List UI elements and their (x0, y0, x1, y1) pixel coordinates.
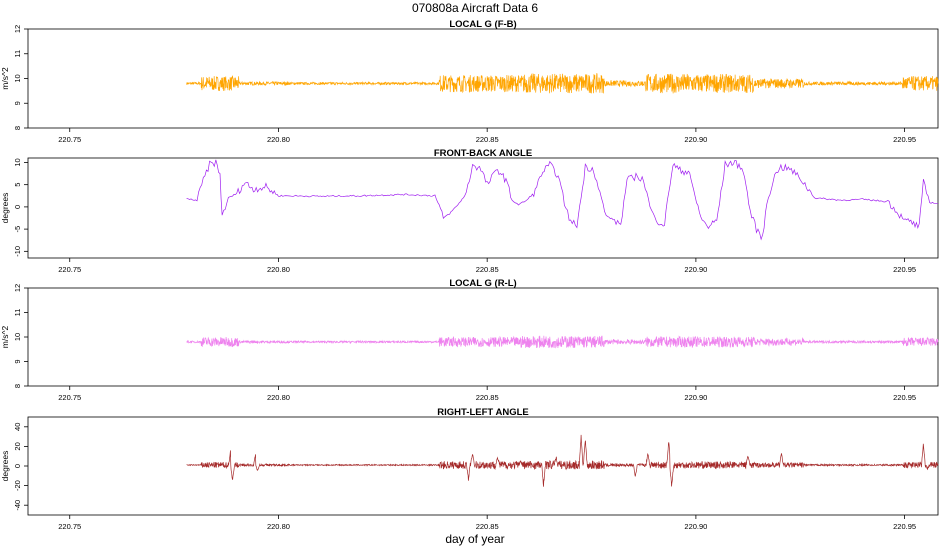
y-tick-label: -5 (13, 226, 22, 233)
y-tick-label: 0 (13, 464, 22, 468)
panel-title: RIGHT-LEFT ANGLE (437, 407, 528, 418)
x-tick-label: 220.95 (893, 393, 916, 402)
x-tick-label: 220.80 (267, 135, 290, 144)
y-tick-label: 12 (13, 25, 22, 33)
y-tick-label: 11 (13, 50, 22, 58)
y-tick-label: 9 (13, 101, 22, 105)
y-tick-label: 10 (13, 158, 22, 166)
x-tick-label: 220.75 (58, 135, 81, 144)
y-tick-label: -10 (13, 246, 22, 257)
y-axis-label: degrees (0, 451, 10, 482)
panel-title: LOCAL G (R-L) (449, 278, 516, 289)
series-line (186, 72, 939, 94)
panel-3: LOCAL G (R-L) 220.75 220.80 220.85 220.90 220… (0, 278, 939, 402)
series-line (186, 434, 939, 487)
chart-panels: LOCAL G (F-B) 220.75 220.80 220.85 220.90 220… (0, 19, 939, 531)
y-tick-label: -20 (13, 480, 22, 491)
x-tick-label: 220.95 (893, 265, 916, 274)
x-tick-label: 220.90 (684, 265, 707, 274)
y-tick-label: 20 (13, 442, 22, 450)
plot-frame (27, 157, 939, 259)
y-tick-label: 8 (13, 384, 22, 388)
x-tick-label: 220.90 (684, 135, 707, 144)
series-line (186, 335, 939, 349)
y-tick-label: 10 (13, 74, 22, 82)
series-line (186, 159, 939, 241)
panel-title: LOCAL G (F-B) (449, 19, 516, 30)
y-tick-label: 9 (13, 359, 22, 363)
x-tick-label: 220.95 (893, 135, 916, 144)
y-tick-label: 5 (13, 183, 22, 187)
x-tick-label: 220.90 (684, 522, 707, 531)
x-tick-label: 220.80 (267, 522, 290, 531)
y-tick-label: 11 (13, 309, 22, 317)
y-tick-label: 40 (13, 423, 22, 431)
x-tick-label: 220.85 (476, 393, 499, 402)
x-tick-label: 220.85 (476, 135, 499, 144)
x-tick-label: 220.95 (893, 522, 916, 531)
x-axis-label: day of year (445, 532, 504, 546)
panel-title: FRONT-BACK ANGLE (434, 148, 532, 159)
x-tick-label: 220.85 (476, 265, 499, 274)
panel-4: RIGHT-LEFT ANGLE 220.75 220.80 220.85 220.90… (0, 407, 939, 531)
y-tick-label: 10 (13, 333, 22, 341)
x-tick-label: 220.80 (267, 265, 290, 274)
x-tick-label: 220.80 (267, 393, 290, 402)
y-tick-label: 12 (13, 284, 22, 292)
y-tick-label: -40 (13, 500, 22, 511)
y-tick-label: 8 (13, 126, 22, 130)
y-axis-label: degrees (0, 193, 10, 224)
y-axis-label: m/s^2 (0, 326, 10, 349)
x-tick-label: 220.75 (58, 265, 81, 274)
y-tick-label: 0 (13, 205, 22, 209)
y-axis-label: m/s^2 (0, 67, 10, 90)
panel-2: FRONT-BACK ANGLE 220.75 220.80 220.85 220.90… (0, 148, 939, 274)
x-tick-label: 220.90 (684, 393, 707, 402)
chart-title: 070808a Aircraft Data 6 (412, 1, 538, 15)
x-tick-label: 220.75 (58, 393, 81, 402)
x-tick-label: 220.75 (58, 522, 81, 531)
panel-1: LOCAL G (F-B) 220.75 220.80 220.85 220.90 220… (0, 19, 939, 144)
x-tick-label: 220.85 (476, 522, 499, 531)
